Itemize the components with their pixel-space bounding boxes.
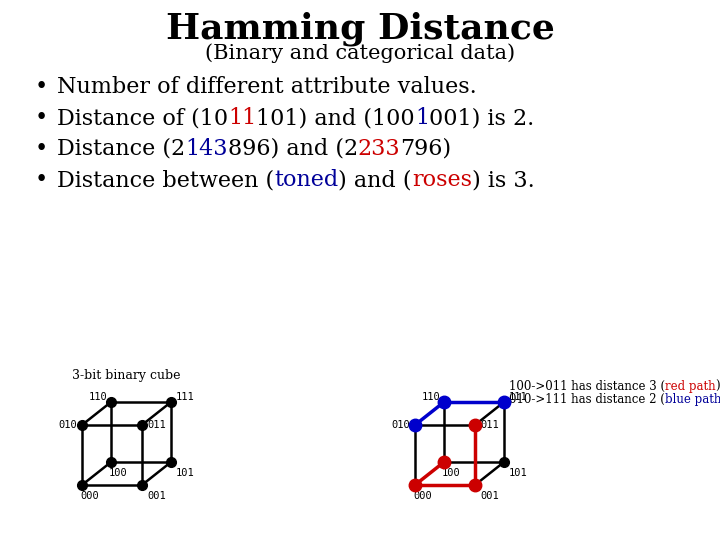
Text: red path: red path	[665, 380, 716, 393]
Text: 001: 001	[480, 491, 499, 501]
Text: 233: 233	[358, 138, 400, 160]
Text: 110: 110	[89, 392, 107, 402]
Text: roses: roses	[412, 169, 472, 191]
Text: 010: 010	[391, 420, 410, 430]
Text: ) and (: ) and (	[338, 169, 412, 191]
Text: 110: 110	[422, 392, 441, 402]
Text: Distance between (: Distance between (	[57, 169, 274, 191]
Text: 111: 111	[176, 392, 194, 402]
Text: blue path: blue path	[665, 393, 720, 406]
Text: 100->011 has distance 3 (: 100->011 has distance 3 (	[509, 380, 665, 393]
Text: Number of different attribute values.: Number of different attribute values.	[57, 76, 477, 98]
Text: 001) is 2.: 001) is 2.	[429, 107, 534, 129]
Text: 1: 1	[415, 107, 429, 129]
Text: 100: 100	[442, 468, 461, 478]
Text: ): )	[716, 380, 720, 393]
Text: 000: 000	[80, 491, 99, 501]
Text: 101: 101	[509, 468, 528, 478]
Text: 001: 001	[147, 491, 166, 501]
Text: (Binary and categorical data): (Binary and categorical data)	[205, 43, 515, 63]
Text: 796): 796)	[400, 138, 451, 160]
Text: 010: 010	[58, 420, 77, 430]
Text: ) is 3.: ) is 3.	[472, 169, 535, 191]
Text: 101: 101	[176, 468, 194, 478]
Text: 3-bit binary cube: 3-bit binary cube	[72, 369, 181, 382]
Text: 011: 011	[147, 420, 166, 430]
Text: 111: 111	[509, 392, 528, 402]
Text: toned: toned	[274, 169, 338, 191]
Text: Distance (2: Distance (2	[57, 138, 185, 160]
Text: 143: 143	[185, 138, 228, 160]
Text: Distance of (10: Distance of (10	[57, 107, 228, 129]
Text: 11: 11	[228, 107, 256, 129]
Text: Hamming Distance: Hamming Distance	[166, 12, 554, 46]
Text: 896) and (2: 896) and (2	[228, 138, 358, 160]
Text: •: •	[35, 138, 48, 160]
Text: •: •	[35, 76, 48, 98]
Text: •: •	[35, 107, 48, 129]
Text: 101) and (100: 101) and (100	[256, 107, 415, 129]
Text: 000: 000	[413, 491, 432, 501]
Text: 100: 100	[109, 468, 127, 478]
Text: 010->111 has distance 2 (: 010->111 has distance 2 (	[509, 393, 665, 406]
Text: 011: 011	[480, 420, 499, 430]
Text: •: •	[35, 169, 48, 191]
